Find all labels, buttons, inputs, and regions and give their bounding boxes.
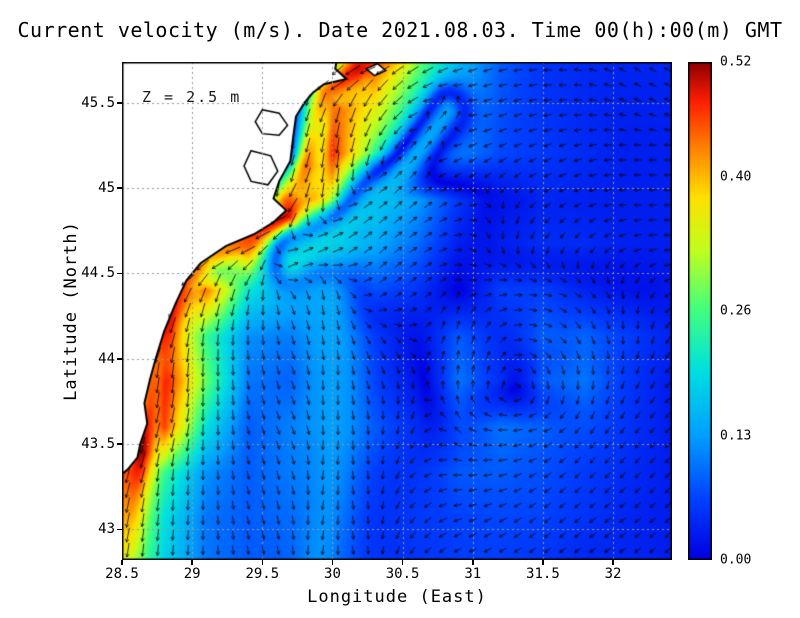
x-tick-mark: [542, 560, 544, 565]
colorbar-tick-label: 0.52: [720, 54, 752, 70]
y-tick-label: 43.5: [81, 436, 115, 453]
x-axis-label: Longitude (East): [307, 587, 487, 607]
x-tick-label: 31.5: [526, 566, 560, 582]
colorbar-tick-label: 0.13: [720, 428, 752, 443]
x-tick-mark: [261, 560, 264, 565]
y-tick-label: 44: [98, 350, 115, 367]
y-tick-mark: [117, 528, 122, 531]
x-tick-mark: [472, 560, 474, 565]
x-tick-mark: [401, 560, 404, 565]
y-tick-label: 45: [98, 180, 115, 197]
y-tick-label: 45.5: [81, 94, 115, 111]
x-tick-label: 29: [183, 566, 201, 582]
y-tick-mark: [117, 443, 122, 445]
velocity-map-canvas: [122, 62, 672, 560]
colorbar-tick-label: 0.00: [720, 552, 752, 568]
x-tick-mark: [612, 560, 614, 565]
depth-annotation: Z = 2.5 m: [142, 88, 242, 106]
y-tick-label: 43: [98, 521, 115, 538]
x-tick-mark: [121, 560, 123, 565]
x-tick-mark: [331, 560, 334, 565]
y-tick-mark: [117, 187, 122, 189]
x-tick-label: 30: [324, 566, 341, 582]
x-tick-label: 28.5: [105, 566, 139, 582]
x-tick-label: 31: [464, 566, 482, 582]
colorbar-gradient: [688, 62, 712, 560]
x-tick-label: 32: [604, 566, 622, 582]
y-axis-label: Latitude (North): [61, 221, 81, 401]
y-tick-label: 44.5: [81, 265, 115, 282]
x-tick-mark: [191, 560, 193, 565]
y-tick-mark: [117, 272, 122, 275]
colorbar-tick-label: 0.26: [720, 303, 752, 319]
y-tick-mark: [117, 358, 122, 360]
colorbar-tick-label: 0.40: [720, 169, 752, 185]
y-tick-mark: [117, 102, 122, 104]
chart-title: Current velocity (m/s). Date 2021.08.03.…: [17, 18, 783, 42]
x-tick-label: 29.5: [245, 566, 280, 582]
x-tick-label: 30.5: [385, 566, 420, 582]
